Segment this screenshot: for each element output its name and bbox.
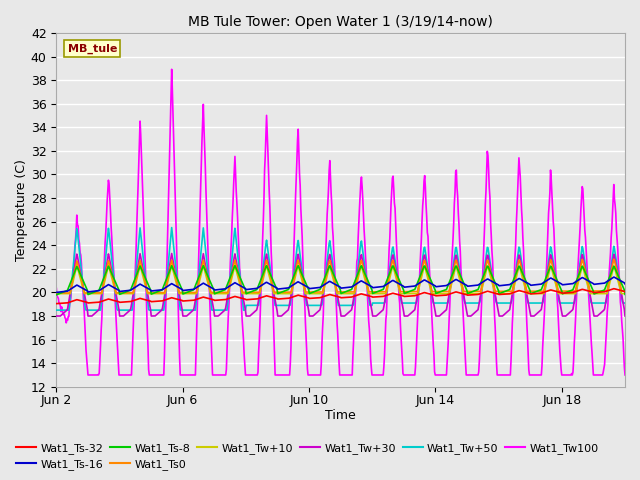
Wat1_Tw100 xyxy=(260,167,268,173)
X-axis label: Time: Time xyxy=(325,409,356,422)
Wat1_Ts-32 xyxy=(73,297,81,302)
Wat1_Ts-16 xyxy=(512,278,520,284)
Wat1_Ts-16 xyxy=(610,274,618,280)
Wat1_Tw+10 xyxy=(621,291,629,297)
Wat1_Tw+30 xyxy=(513,268,520,274)
Wat1_Tw+10 xyxy=(291,278,298,284)
Wat1_Tw100 xyxy=(73,212,81,218)
Wat1_Ts0 xyxy=(610,256,618,262)
Line: Wat1_Tw100: Wat1_Tw100 xyxy=(56,69,625,375)
Line: Wat1_Tw+10: Wat1_Tw+10 xyxy=(56,265,625,294)
Line: Wat1_Ts-16: Wat1_Ts-16 xyxy=(56,277,625,292)
Wat1_Tw+30 xyxy=(621,313,629,319)
Wat1_Ts-8 xyxy=(263,263,271,269)
Wat1_Tw100 xyxy=(52,286,60,291)
Wat1_Ts-32 xyxy=(610,286,618,291)
Wat1_Ts-32 xyxy=(375,294,383,300)
Wat1_Ts-8 xyxy=(621,291,629,297)
Wat1_Tw+50 xyxy=(291,269,298,275)
Wat1_Tw100 xyxy=(84,372,92,378)
Wat1_Tw+30 xyxy=(52,313,60,319)
Wat1_Ts-32 xyxy=(186,298,194,303)
Wat1_Ts-16 xyxy=(621,281,629,287)
Wat1_Ts-8 xyxy=(73,264,81,269)
Wat1_Ts-32 xyxy=(512,289,520,295)
Line: Wat1_Ts-32: Wat1_Ts-32 xyxy=(56,288,625,304)
Wat1_Tw+10 xyxy=(52,291,60,297)
Wat1_Ts-16 xyxy=(73,282,81,288)
Y-axis label: Temperature (C): Temperature (C) xyxy=(15,159,28,261)
Wat1_Ts0 xyxy=(375,289,383,295)
Wat1_Ts0 xyxy=(512,273,520,278)
Wat1_Ts-16 xyxy=(290,282,298,288)
Wat1_Tw+30 xyxy=(291,273,298,279)
Wat1_Ts0 xyxy=(621,288,629,294)
Wat1_Tw+30 xyxy=(168,251,175,256)
Wat1_Tw100 xyxy=(291,215,299,221)
Wat1_Tw+50 xyxy=(52,307,60,313)
Line: Wat1_Ts-8: Wat1_Ts-8 xyxy=(56,266,625,295)
Wat1_Ts-32 xyxy=(52,301,60,307)
Text: MB_tule: MB_tule xyxy=(68,44,117,54)
Wat1_Ts-8 xyxy=(376,288,383,294)
Wat1_Tw100 xyxy=(513,207,521,213)
Wat1_Tw+30 xyxy=(260,265,268,271)
Wat1_Tw+30 xyxy=(187,310,195,315)
Wat1_Ts-8 xyxy=(52,292,60,298)
Wat1_Ts0 xyxy=(290,277,298,283)
Title: MB Tule Tower: Open Water 1 (3/19/14-now): MB Tule Tower: Open Water 1 (3/19/14-now… xyxy=(188,15,493,29)
Wat1_Ts-16 xyxy=(375,284,383,290)
Wat1_Ts-8 xyxy=(513,270,520,276)
Wat1_Tw+10 xyxy=(168,263,175,268)
Wat1_Tw+50 xyxy=(168,225,175,230)
Line: Wat1_Ts0: Wat1_Ts0 xyxy=(56,259,625,293)
Wat1_Ts0 xyxy=(73,258,81,264)
Line: Wat1_Tw+50: Wat1_Tw+50 xyxy=(56,228,625,310)
Wat1_Ts-32 xyxy=(259,294,267,300)
Wat1_Ts-32 xyxy=(290,294,298,300)
Wat1_Tw+30 xyxy=(376,311,383,316)
Wat1_Ts0 xyxy=(259,272,267,277)
Wat1_Tw+50 xyxy=(187,307,195,313)
Legend: Wat1_Ts-32, Wat1_Ts-16, Wat1_Ts-8, Wat1_Ts0, Wat1_Tw+10, Wat1_Tw+30, Wat1_Tw+50,: Wat1_Ts-32, Wat1_Ts-16, Wat1_Ts-8, Wat1_… xyxy=(12,438,604,474)
Wat1_Ts-16 xyxy=(259,281,267,287)
Wat1_Tw+10 xyxy=(187,291,195,297)
Wat1_Ts-8 xyxy=(291,272,298,278)
Wat1_Tw+10 xyxy=(73,263,81,269)
Wat1_Tw100 xyxy=(376,372,384,378)
Wat1_Tw+50 xyxy=(513,264,520,270)
Line: Wat1_Tw+30: Wat1_Tw+30 xyxy=(56,253,625,316)
Wat1_Ts-16 xyxy=(52,289,60,295)
Wat1_Tw+10 xyxy=(513,275,520,280)
Wat1_Tw100 xyxy=(188,372,195,378)
Wat1_Tw+50 xyxy=(73,226,81,231)
Wat1_Tw+50 xyxy=(376,300,383,306)
Wat1_Ts-16 xyxy=(186,287,194,293)
Wat1_Tw100 xyxy=(168,66,175,72)
Wat1_Ts0 xyxy=(52,290,60,296)
Wat1_Tw100 xyxy=(621,372,629,378)
Wat1_Tw+10 xyxy=(260,273,268,279)
Wat1_Tw+10 xyxy=(376,291,383,297)
Wat1_Ts0 xyxy=(186,289,194,295)
Wat1_Tw+50 xyxy=(260,258,268,264)
Wat1_Ts-8 xyxy=(259,271,267,276)
Wat1_Tw+50 xyxy=(621,300,629,306)
Wat1_Tw+30 xyxy=(73,251,81,257)
Wat1_Ts-32 xyxy=(621,289,629,295)
Wat1_Ts-8 xyxy=(186,288,194,294)
